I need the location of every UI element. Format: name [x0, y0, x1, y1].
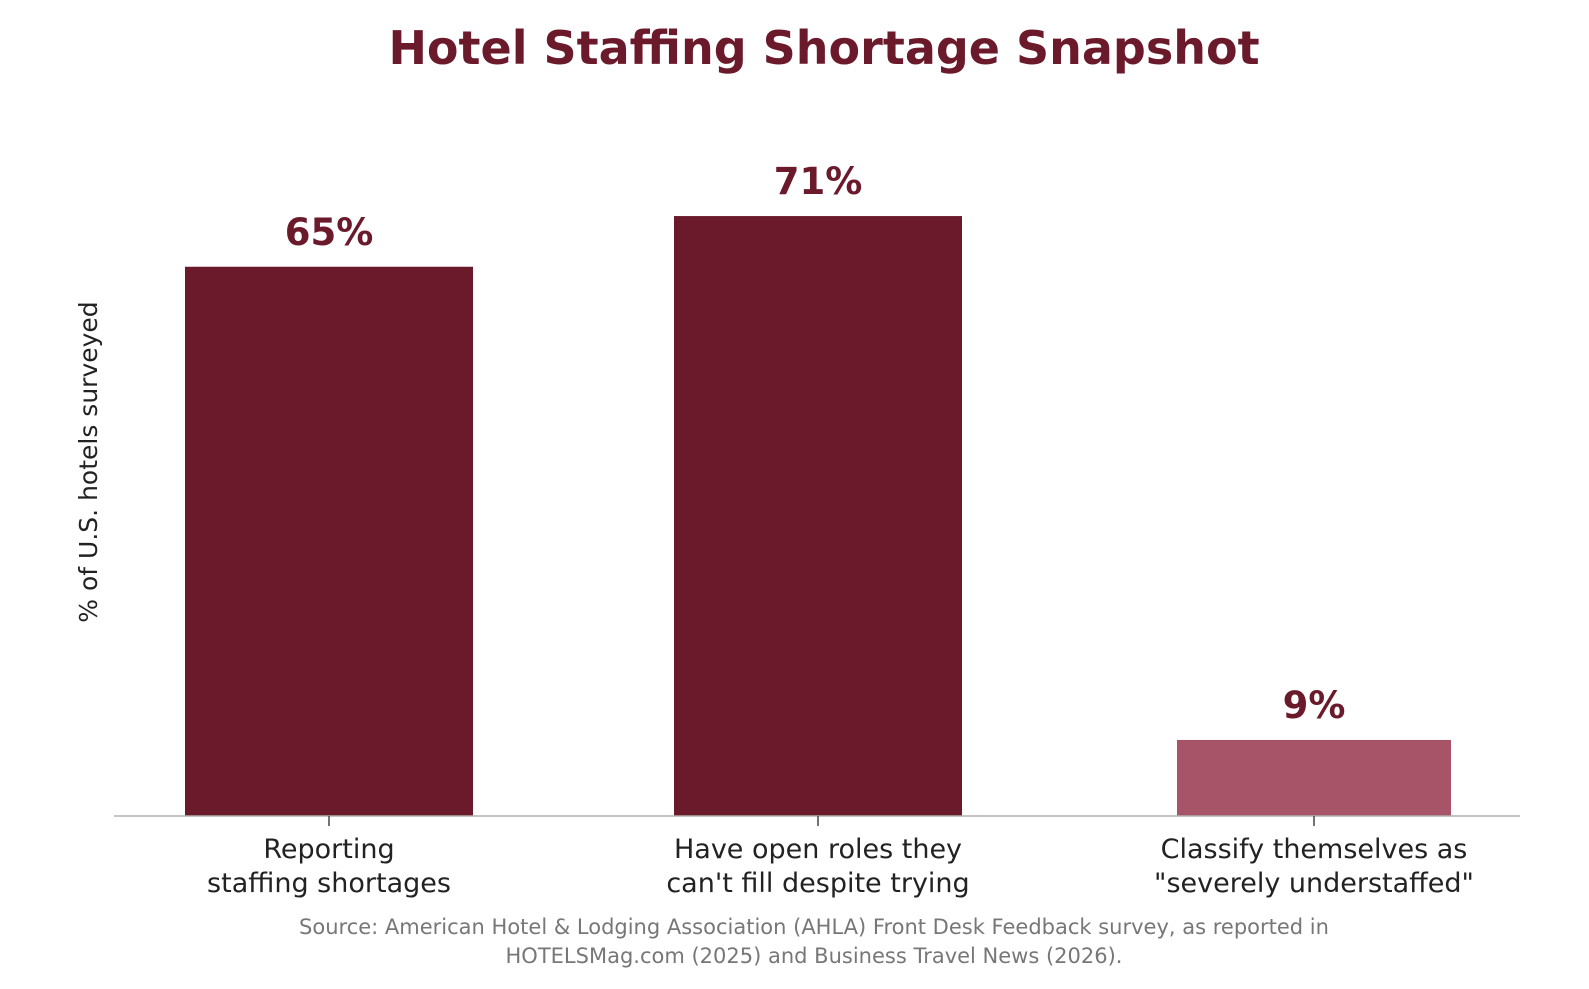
- value-labels-group: 65% 71% 9%: [285, 160, 1346, 727]
- x-tick-label-2: Have open roles they can't fill despite t…: [666, 834, 969, 899]
- value-label-2: 71%: [774, 160, 863, 203]
- x-tick-label-line: Reporting: [263, 834, 394, 865]
- bar-3: [1177, 739, 1451, 816]
- chart-title: Hotel Staffing Shortage Snapshot: [388, 21, 1259, 75]
- source-line-2: HOTELSMag.com (2025) and Business Travel…: [506, 944, 1123, 968]
- x-tick-label-line: can't fill despite trying: [666, 868, 969, 899]
- bar-1: [185, 266, 473, 816]
- x-ticks-group: [328, 816, 1315, 826]
- value-label-1: 65%: [285, 211, 374, 254]
- x-tick-label-line: staffing shortages: [207, 868, 451, 899]
- x-tick-label-line: "severely understaffed": [1154, 868, 1474, 899]
- source-line-1: Source: American Hotel & Lodging Associa…: [299, 915, 1329, 939]
- x-tick-label-1: Reporting staffing shortages: [207, 834, 451, 899]
- x-tick-label-line: Have open roles they: [674, 834, 962, 865]
- bar-2: [674, 216, 962, 817]
- value-label-3: 9%: [1283, 684, 1346, 727]
- x-tick-label-line: Classify themselves as: [1161, 834, 1468, 865]
- x-tick-labels-group: Reporting staffing shortages Have open rol…: [207, 834, 1474, 899]
- y-axis-label: % of U.S. hotels surveyed: [74, 301, 103, 622]
- x-tick-label-3: Classify themselves as "severely understa…: [1154, 834, 1474, 899]
- bars-group: [185, 216, 1451, 817]
- source-note: Source: American Hotel & Lodging Associa…: [299, 915, 1329, 968]
